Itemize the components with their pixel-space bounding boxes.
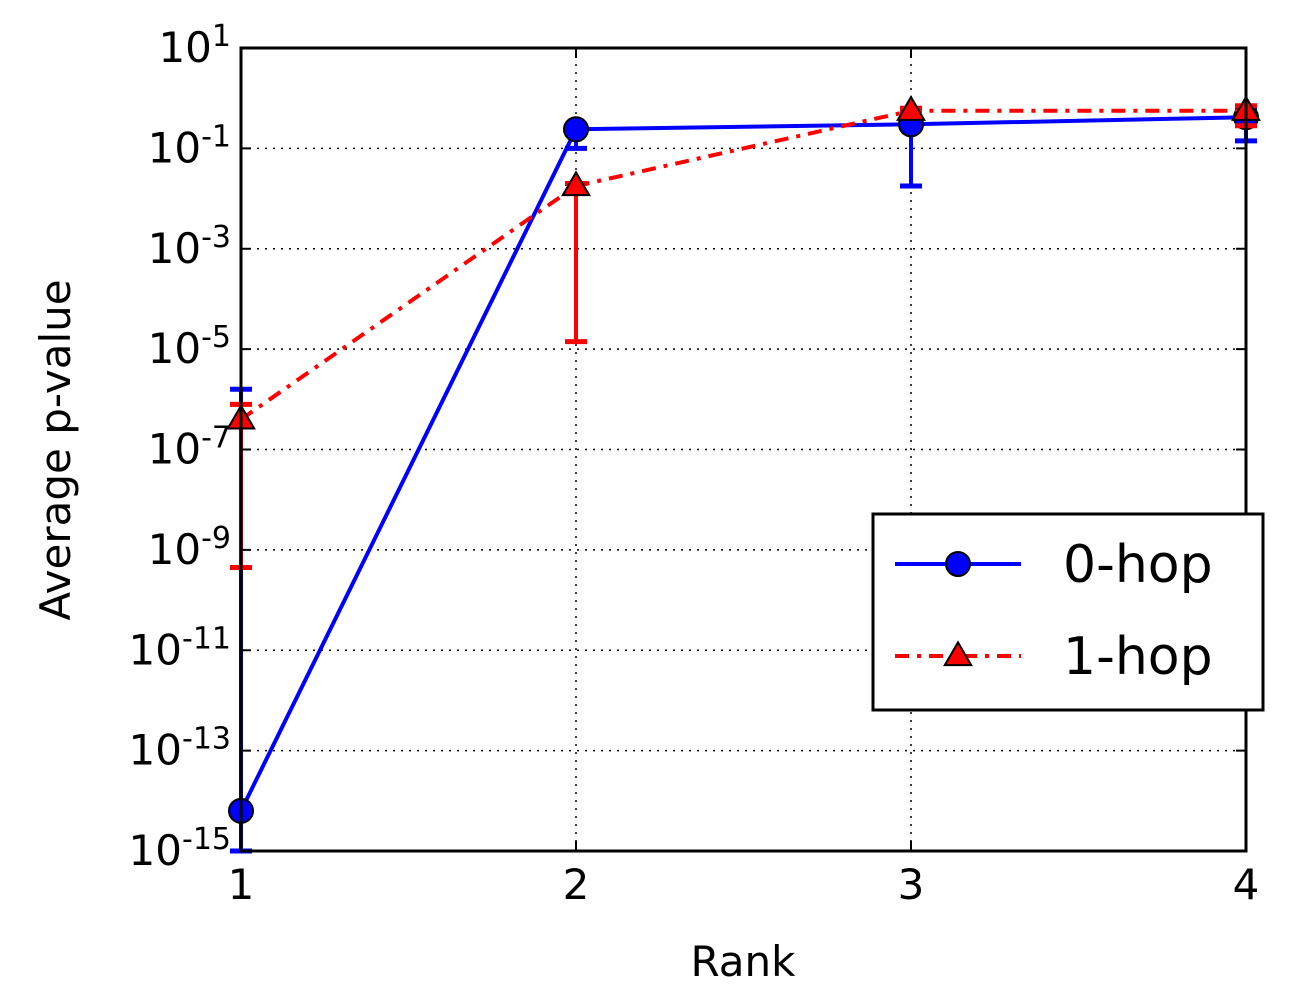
ticks: 1 2 3 4 101 10-1 10-3 10-5 10-7 10-9 10-11 10-13 10-… — [129, 19, 1260, 909]
legend-box — [871, 512, 1265, 712]
y-tick-label: 10-15 — [129, 822, 231, 875]
y-tick-label: 10-7 — [148, 421, 231, 474]
legend-label: 1-hop — [1063, 627, 1213, 687]
y-tick-label: 10-1 — [148, 119, 231, 172]
x-tick-label: 2 — [563, 860, 590, 909]
y-tick-label: 10-5 — [148, 320, 231, 373]
x-axis-title: Rank — [691, 937, 797, 986]
y-tick-label: 10-13 — [129, 722, 231, 775]
data-point — [561, 170, 591, 197]
series-line — [239, 108, 1246, 422]
y-tick-label: 101 — [158, 19, 231, 72]
x-tick-label: 3 — [898, 860, 925, 909]
legend-label: 0-hop — [1063, 535, 1213, 595]
series-line — [239, 115, 1247, 812]
data-point — [896, 95, 926, 121]
legend-marker — [945, 551, 971, 577]
legend-marker — [943, 640, 973, 667]
grid — [241, 48, 1246, 851]
y-axis-title: Average p-value — [31, 279, 80, 620]
y-tick-label: 10-3 — [148, 220, 231, 273]
x-tick-label: 4 — [1233, 860, 1260, 909]
x-tick-label: 1 — [228, 860, 255, 909]
data-point — [563, 116, 589, 143]
legend: 0-hop 1-hop — [871, 512, 1265, 712]
y-tick-label: 10-9 — [148, 521, 231, 574]
y-tick-label: 10-11 — [129, 621, 231, 674]
